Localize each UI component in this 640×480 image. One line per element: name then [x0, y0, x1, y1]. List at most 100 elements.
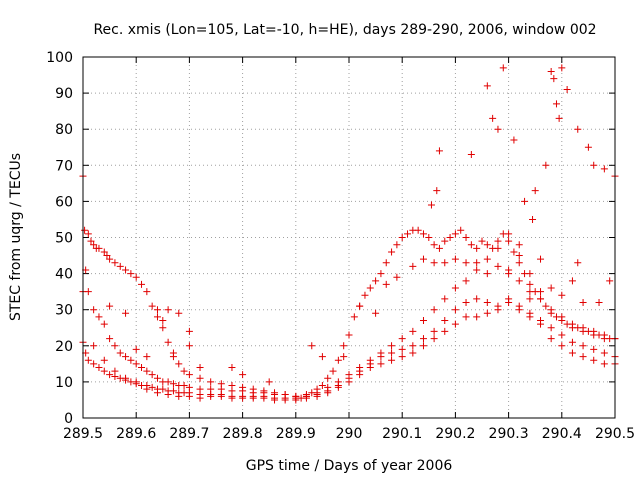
x-tick-label: 290.3: [489, 426, 529, 442]
data-point: [153, 306, 161, 314]
data-point: [132, 378, 140, 386]
data-point: [600, 360, 608, 368]
data-point: [217, 392, 225, 400]
y-tick-label: 90: [55, 86, 73, 102]
data-point: [446, 234, 454, 241]
data-point: [568, 349, 576, 357]
data-point: [388, 356, 396, 364]
y-axis-label: STEC from uqrg / TECUs: [8, 153, 24, 321]
data-point: [159, 324, 167, 332]
data-point: [111, 342, 119, 350]
data-point: [185, 327, 193, 335]
data-point: [430, 327, 438, 335]
data-point: [404, 230, 412, 238]
data-point: [153, 389, 161, 397]
y-tick-label: 50: [55, 231, 73, 247]
data-point: [143, 385, 151, 393]
data-point: [531, 187, 539, 195]
data-point: [515, 277, 523, 285]
data-point: [127, 270, 135, 278]
data-point: [393, 273, 401, 281]
data-point: [169, 380, 177, 388]
data-point: [84, 356, 92, 364]
data-point: [372, 309, 380, 317]
data-point: [366, 363, 374, 371]
data-point: [483, 309, 491, 317]
data-point: [95, 363, 103, 371]
data-point: [180, 382, 188, 390]
data-point: [435, 147, 443, 155]
data-point: [122, 266, 130, 274]
data-point: [526, 295, 534, 303]
grid-layer: [83, 57, 615, 418]
data-point: [478, 237, 486, 245]
x-tick-label: 289.5: [63, 426, 103, 442]
x-tick-label: 290.5: [595, 426, 635, 442]
data-point: [441, 295, 449, 303]
data-point: [95, 244, 103, 252]
data-point: [568, 324, 576, 332]
x-tick-label: 290: [336, 426, 363, 442]
data-point: [419, 342, 427, 350]
data-point: [122, 374, 130, 382]
data-point: [372, 277, 380, 285]
data-point: [366, 284, 374, 292]
data-point: [547, 324, 555, 332]
data-point: [95, 313, 103, 321]
data-point: [106, 371, 114, 379]
data-point: [313, 392, 321, 400]
data-point: [388, 349, 396, 357]
data-point: [590, 356, 598, 364]
data-point: [473, 295, 481, 303]
data-point: [521, 197, 529, 205]
data-point: [579, 342, 587, 350]
data-point: [529, 215, 537, 223]
data-point: [196, 394, 204, 402]
data-point: [148, 383, 156, 391]
data-point: [451, 230, 459, 238]
data-point: [430, 241, 438, 249]
data-point: [239, 394, 247, 402]
data-point: [505, 298, 513, 306]
data-point: [462, 298, 470, 306]
data-point: [90, 360, 98, 368]
data-point: [451, 320, 459, 328]
data-point: [169, 353, 177, 361]
data-point: [377, 360, 385, 368]
data-point: [409, 262, 417, 270]
data-point: [175, 392, 183, 400]
data-point: [558, 331, 566, 339]
data-point: [563, 85, 571, 93]
data-point: [483, 298, 491, 306]
data-point: [515, 252, 523, 260]
data-point: [441, 237, 449, 245]
data-point: [100, 248, 108, 256]
data-point: [87, 237, 95, 245]
x-tick-label: 290.1: [382, 426, 422, 442]
data-point: [414, 226, 422, 234]
data-point: [547, 335, 555, 343]
data-point: [164, 378, 172, 386]
data-point: [302, 394, 310, 402]
data-point: [505, 270, 513, 278]
data-point: [143, 367, 151, 375]
data-point: [164, 338, 172, 346]
data-point: [340, 353, 348, 361]
data-point: [568, 338, 576, 346]
data-point: [441, 327, 449, 335]
data-point: [419, 317, 427, 325]
data-point: [106, 255, 114, 263]
data-point: [537, 255, 545, 263]
data-point: [537, 320, 545, 328]
plot-frame: [82, 56, 616, 419]
data-point: [430, 306, 438, 314]
data-point: [510, 136, 518, 144]
data-point: [356, 302, 364, 310]
data-point: [606, 277, 614, 285]
data-point: [90, 342, 98, 350]
data-point: [207, 378, 215, 386]
data-point: [148, 302, 156, 310]
x-tick-label: 289.8: [223, 426, 263, 442]
data-point: [143, 288, 151, 296]
data-point: [111, 259, 119, 267]
